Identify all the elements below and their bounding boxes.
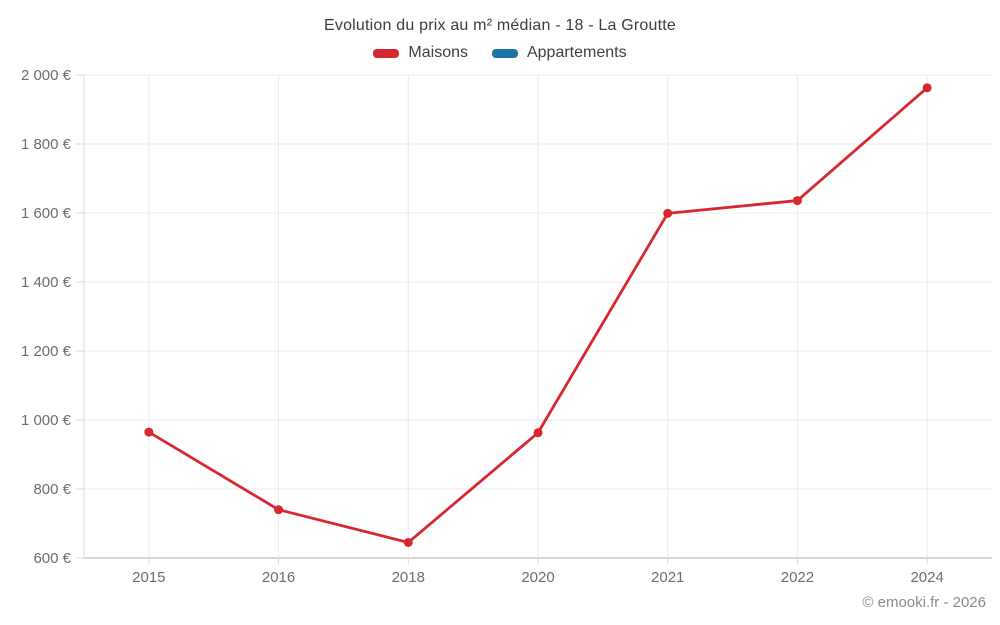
- x-tick-label: 2018: [392, 569, 425, 586]
- legend-swatch-maisons: [373, 48, 400, 58]
- x-tick-label: 2021: [651, 569, 684, 586]
- y-tick-label: 800 €: [33, 481, 71, 498]
- data-point-maisons-2021[interactable]: [663, 208, 673, 218]
- y-tick-label: 1 400 €: [21, 274, 72, 291]
- y-tick-label: 1 600 €: [21, 205, 72, 222]
- y-tick-label: 1 000 €: [21, 412, 72, 429]
- x-tick-label: 2015: [132, 569, 165, 586]
- legend-item-maisons[interactable]: Maisons: [373, 44, 468, 62]
- data-point-maisons-2018[interactable]: [403, 537, 413, 547]
- attribution: © emooki.fr - 2026: [862, 594, 986, 611]
- legend-label-maisons: Maisons: [408, 44, 468, 61]
- data-point-maisons-2015[interactable]: [144, 427, 154, 437]
- data-point-maisons-2022[interactable]: [792, 196, 802, 206]
- y-tick-label: 600 €: [33, 550, 71, 567]
- legend-swatch-appartements: [491, 48, 518, 58]
- y-tick-label: 1 200 €: [21, 343, 72, 360]
- chart-title: Evolution du prix au m² médian - 18 - La…: [324, 17, 676, 34]
- x-tick-label: 2016: [262, 569, 295, 586]
- data-point-maisons-2020[interactable]: [533, 428, 543, 438]
- data-point-maisons-2016[interactable]: [274, 505, 284, 515]
- y-tick-label: 2 000 €: [21, 67, 72, 84]
- data-point-maisons-2024[interactable]: [922, 83, 932, 93]
- legend: Maisons Appartements: [0, 44, 1000, 62]
- legend-label-appartements: Appartements: [526, 44, 627, 61]
- x-tick-label: 2022: [781, 569, 814, 586]
- x-tick-label: 2020: [521, 569, 554, 586]
- legend-item-appartements[interactable]: Appartements: [491, 44, 627, 62]
- y-tick-label: 1 800 €: [21, 136, 72, 153]
- x-tick-label: 2024: [910, 569, 943, 586]
